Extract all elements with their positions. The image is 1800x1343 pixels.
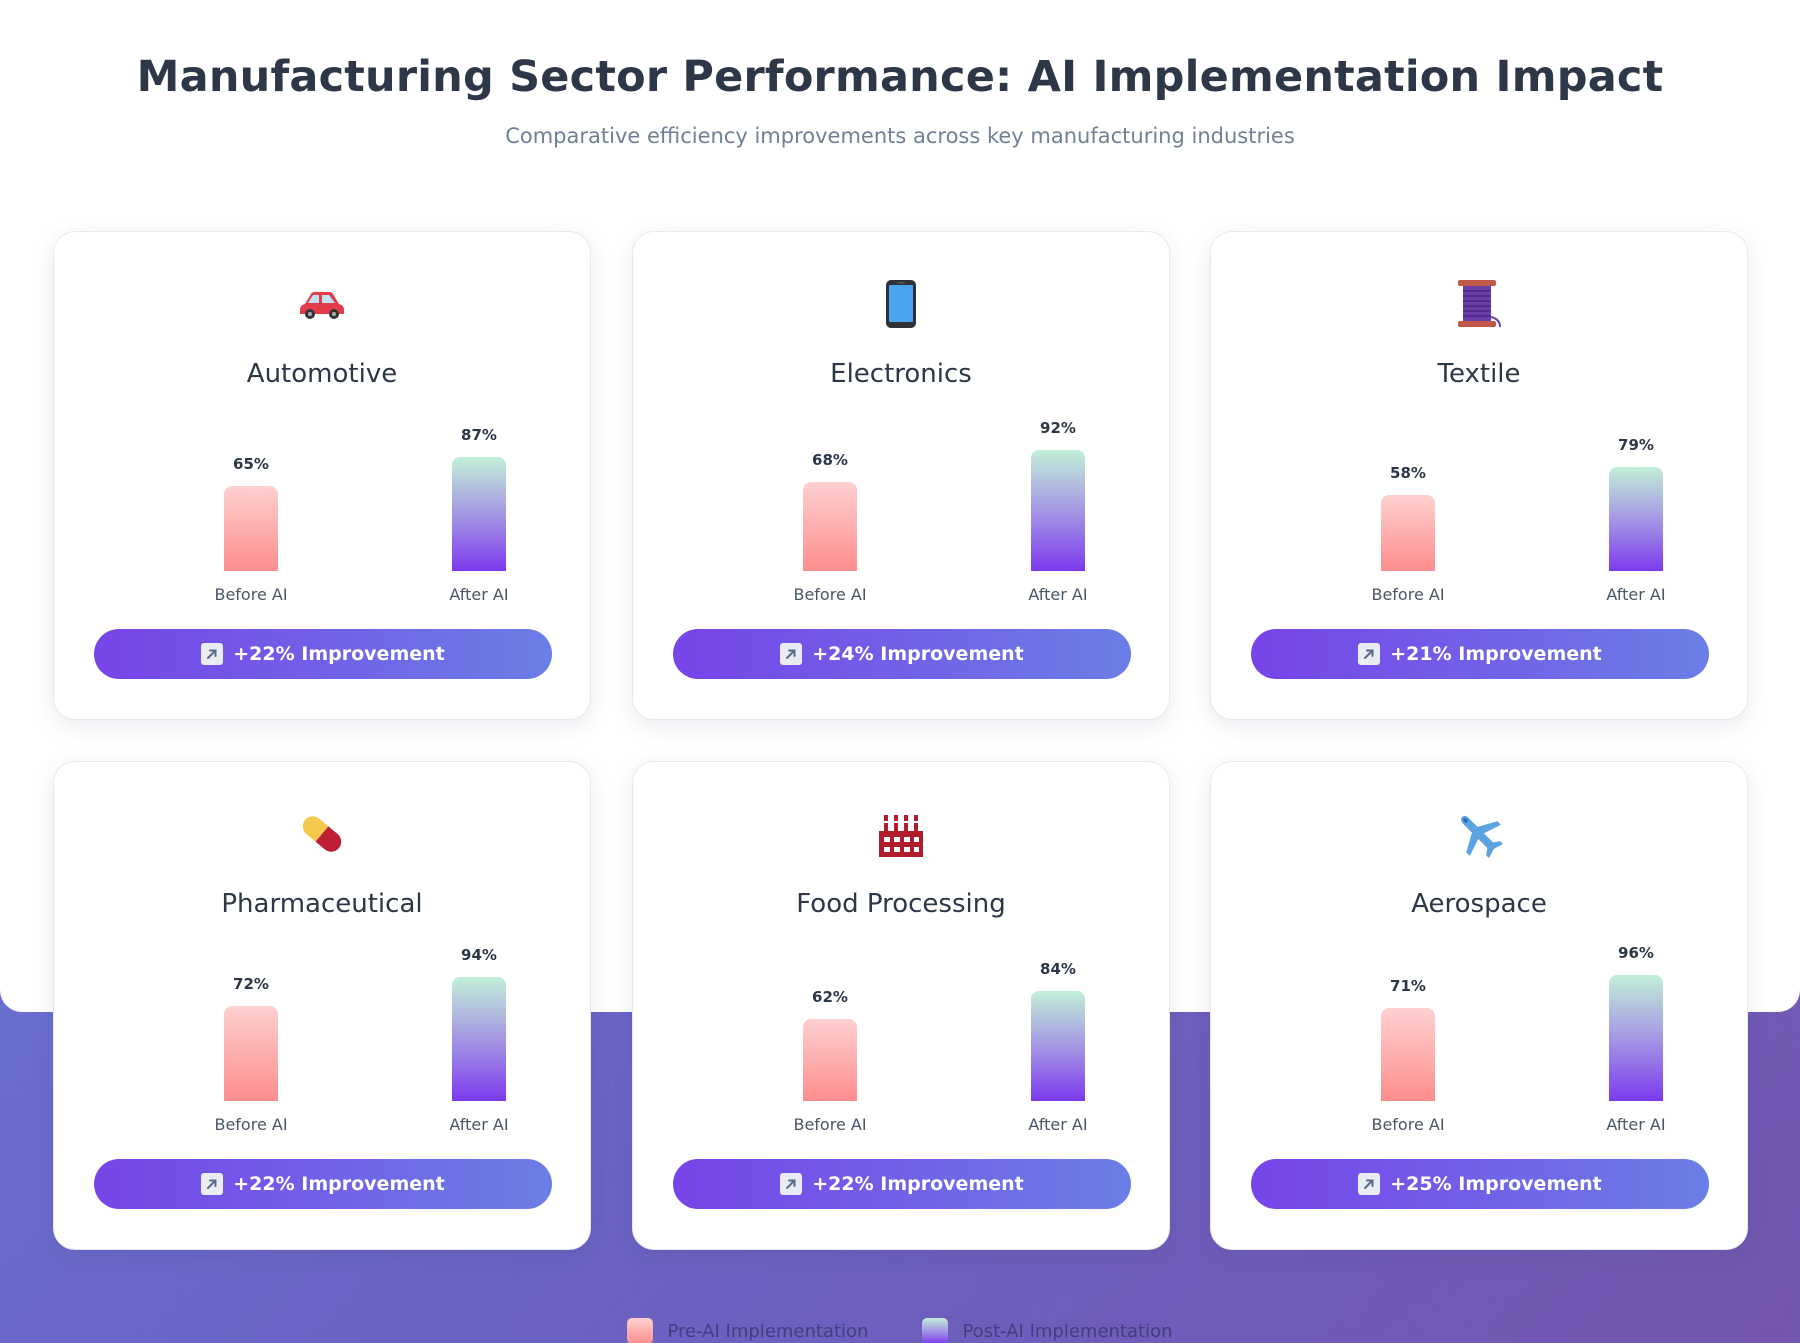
before-ai-column: 71% Before AI (1338, 762, 1478, 1141)
sector-card-pharmaceutical: Pharmaceutical 72% Before AI 94% After A… (53, 761, 591, 1250)
before-ai-bar (803, 482, 857, 571)
before-ai-bar (1381, 1008, 1435, 1101)
improvement-badge: +24% Improvement (673, 629, 1131, 679)
after-ai-value-label: 84% (1040, 960, 1076, 978)
after-ai-category-label: After AI (449, 585, 509, 604)
before-ai-category-label: Before AI (793, 1115, 867, 1134)
before-ai-category-label: Before AI (793, 585, 867, 604)
sector-title: Pharmaceutical (221, 889, 423, 919)
improvement-badge: +22% Improvement (673, 1159, 1131, 1209)
after-ai-value-label: 87% (461, 426, 497, 444)
before-ai-bar (224, 1006, 278, 1101)
smartphone-icon (633, 274, 1169, 334)
before-ai-category-label: Before AI (1371, 1115, 1445, 1134)
sector-card-electronics: Electronics 68% Before AI 92% After AI +… (632, 231, 1170, 720)
arrow-up-right-icon (780, 1173, 803, 1195)
before-ai-column: 58% Before AI (1338, 232, 1478, 611)
after-ai-column: 79% After AI (1566, 232, 1706, 611)
before-ai-value-label: 58% (1390, 464, 1426, 482)
before-ai-value-label: 68% (812, 451, 848, 469)
improvement-label: +22% Improvement (233, 1173, 445, 1195)
legend-item-post-ai: Post-AI Implementation (922, 1318, 1173, 1343)
after-ai-bar (452, 457, 506, 571)
after-ai-bar (1609, 467, 1663, 571)
arrow-up-right-icon (1358, 643, 1381, 665)
before-ai-value-label: 65% (233, 455, 269, 473)
car-icon (54, 274, 590, 334)
page-title: Manufacturing Sector Performance: AI Imp… (136, 52, 1664, 102)
legend-label-pre-ai: Pre-AI Implementation (667, 1320, 869, 1342)
before-ai-bar (803, 1019, 857, 1101)
arrow-up-right-icon (201, 643, 224, 665)
improvement-label: +21% Improvement (1390, 643, 1602, 665)
improvement-badge: +22% Improvement (94, 1159, 552, 1209)
before-ai-column: 65% Before AI (181, 232, 321, 611)
before-ai-bar (224, 486, 278, 571)
sector-title: Food Processing (796, 889, 1006, 919)
after-ai-category-label: After AI (1606, 1115, 1666, 1134)
sector-title: Aerospace (1411, 889, 1547, 919)
after-ai-value-label: 92% (1040, 419, 1076, 437)
sector-title: Textile (1437, 359, 1521, 389)
page-subtitle: Comparative efficiency improvements acro… (505, 124, 1295, 148)
improvement-label: +25% Improvement (1390, 1173, 1602, 1195)
arrow-up-right-icon (780, 643, 803, 665)
before-ai-category-label: Before AI (214, 1115, 288, 1134)
sector-title: Electronics (830, 359, 972, 389)
before-ai-value-label: 62% (812, 988, 848, 1006)
after-ai-column: 87% After AI (409, 232, 549, 611)
improvement-badge: +25% Improvement (1251, 1159, 1709, 1209)
after-ai-value-label: 96% (1618, 944, 1654, 962)
before-ai-column: 62% Before AI (760, 762, 900, 1141)
after-ai-bar (1031, 991, 1085, 1101)
after-ai-column: 84% After AI (988, 762, 1128, 1141)
after-ai-column: 96% After AI (1566, 762, 1706, 1141)
before-ai-column: 68% Before AI (760, 232, 900, 611)
chart-legend: Pre-AI Implementation Post-AI Implementa… (0, 1318, 1800, 1343)
improvement-badge: +21% Improvement (1251, 629, 1709, 679)
factory-icon (633, 804, 1169, 864)
improvement-label: +22% Improvement (812, 1173, 1024, 1195)
before-ai-value-label: 72% (233, 975, 269, 993)
improvement-badge: +22% Improvement (94, 629, 552, 679)
after-ai-column: 94% After AI (409, 762, 549, 1141)
sector-card-aerospace: Aerospace 71% Before AI 96% After AI +25… (1210, 761, 1748, 1250)
after-ai-value-label: 94% (461, 946, 497, 964)
legend-item-pre-ai: Pre-AI Implementation (627, 1318, 868, 1343)
after-ai-value-label: 79% (1618, 436, 1654, 454)
sector-card-textile: Textile 58% Before AI 79% After AI +21% … (1210, 231, 1748, 720)
after-ai-bar (1609, 975, 1663, 1101)
legend-swatch-pre-ai (627, 1318, 654, 1343)
legend-label-post-ai: Post-AI Implementation (962, 1320, 1173, 1342)
sector-title: Automotive (246, 359, 398, 389)
improvement-label: +22% Improvement (233, 643, 445, 665)
sector-card-automotive: Automotive 65% Before AI 87% After AI +2… (53, 231, 591, 720)
thread-spool-icon (1211, 274, 1747, 334)
sector-card-food-processing: Food Processing 62% Before AI 84% After … (632, 761, 1170, 1250)
after-ai-bar (1031, 450, 1085, 571)
after-ai-category-label: After AI (1028, 1115, 1088, 1134)
after-ai-category-label: After AI (1606, 585, 1666, 604)
before-ai-column: 72% Before AI (181, 762, 321, 1141)
pill-icon (54, 804, 590, 864)
before-ai-bar (1381, 495, 1435, 571)
legend-swatch-post-ai (922, 1318, 949, 1343)
after-ai-bar (452, 977, 506, 1101)
airplane-icon (1211, 804, 1747, 864)
before-ai-category-label: Before AI (214, 585, 288, 604)
before-ai-value-label: 71% (1390, 977, 1426, 995)
after-ai-category-label: After AI (1028, 585, 1088, 604)
arrow-up-right-icon (201, 1173, 224, 1195)
improvement-label: +24% Improvement (812, 643, 1024, 665)
after-ai-column: 92% After AI (988, 232, 1128, 611)
before-ai-category-label: Before AI (1371, 585, 1445, 604)
arrow-up-right-icon (1358, 1173, 1381, 1195)
after-ai-category-label: After AI (449, 1115, 509, 1134)
